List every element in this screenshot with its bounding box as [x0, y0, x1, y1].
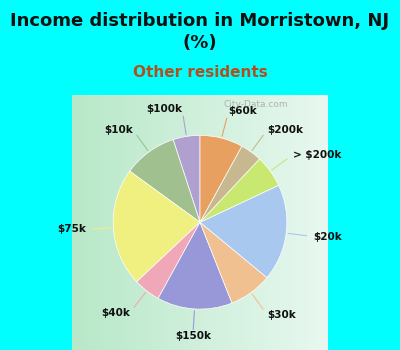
Text: $150k: $150k	[175, 331, 211, 342]
Wedge shape	[200, 185, 287, 278]
Text: $30k: $30k	[267, 310, 296, 320]
Wedge shape	[158, 222, 232, 309]
Wedge shape	[137, 222, 200, 298]
Wedge shape	[200, 222, 267, 303]
Text: Other residents: Other residents	[133, 65, 267, 80]
Text: $40k: $40k	[101, 308, 130, 318]
Wedge shape	[173, 135, 200, 222]
Wedge shape	[200, 159, 279, 222]
Wedge shape	[130, 140, 200, 222]
Wedge shape	[200, 135, 242, 222]
Text: $100k: $100k	[146, 104, 182, 114]
Text: > $200k: > $200k	[293, 150, 341, 160]
Text: City-Data.com: City-Data.com	[224, 100, 288, 108]
Text: Income distribution in Morristown, NJ
(%): Income distribution in Morristown, NJ (%…	[10, 12, 390, 52]
Wedge shape	[113, 171, 200, 282]
Text: $20k: $20k	[314, 232, 342, 242]
Text: $60k: $60k	[228, 106, 257, 117]
Text: $200k: $200k	[267, 125, 303, 135]
Wedge shape	[200, 146, 260, 222]
Text: $10k: $10k	[104, 125, 133, 135]
Text: $75k: $75k	[57, 224, 86, 234]
